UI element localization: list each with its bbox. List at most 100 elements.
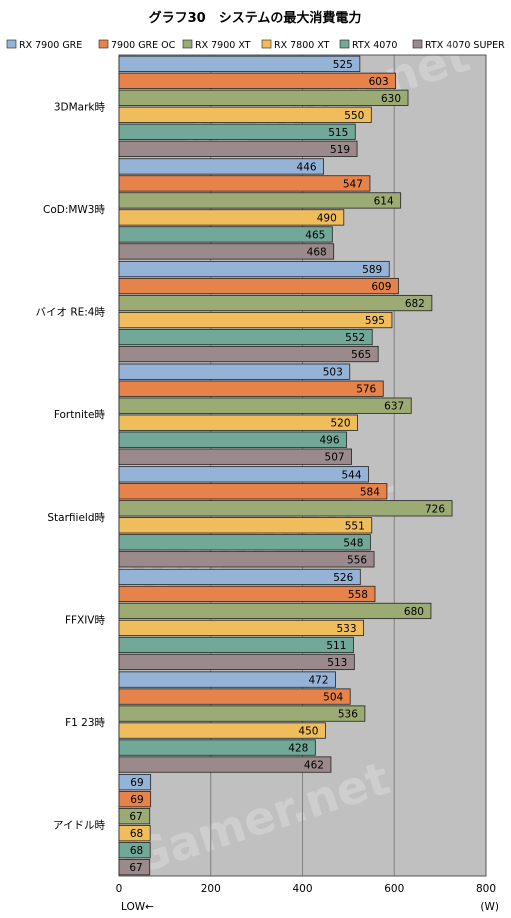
data-label: 682 [405, 298, 425, 310]
plot-area: 4Gamer.net4Gamer.net4Gamer.net0200400600… [36, 28, 500, 913]
data-label: 576 [356, 384, 376, 396]
bar [118, 311, 393, 329]
bar [118, 89, 409, 106]
direction-note: LOW← [121, 901, 154, 913]
data-label: 603 [369, 76, 389, 88]
data-label: 428 [288, 743, 308, 755]
bar [118, 140, 358, 157]
bar [118, 722, 326, 739]
data-label: 525 [333, 59, 353, 71]
data-label: 595 [365, 315, 385, 327]
bar [118, 825, 151, 842]
bar [118, 243, 335, 260]
data-label: 544 [342, 469, 362, 481]
bar [118, 483, 388, 500]
data-label: 526 [333, 572, 353, 584]
data-label: 504 [323, 692, 343, 704]
bar [118, 55, 361, 72]
legend-swatch [182, 39, 193, 49]
category-label: F1 23時 [65, 717, 105, 729]
bar [118, 808, 151, 825]
bar [118, 688, 351, 705]
category-label: 3DMark時 [54, 101, 106, 113]
bar [118, 671, 336, 688]
bar [118, 517, 373, 534]
bar [118, 585, 376, 603]
bar [118, 500, 453, 517]
data-label: 496 [319, 435, 339, 447]
data-label: 552 [345, 332, 365, 344]
bar [118, 175, 371, 192]
data-label: 490 [317, 212, 337, 224]
data-label: 726 [425, 503, 445, 515]
data-label: 520 [331, 418, 351, 430]
bar [118, 380, 384, 397]
unit-label: (W) [480, 901, 499, 913]
bar [118, 636, 354, 654]
data-label: 519 [330, 144, 350, 156]
bar [118, 345, 379, 363]
legend-label: RX 7900 GRE [19, 40, 82, 51]
data-label: 609 [371, 281, 391, 293]
data-label: 551 [345, 520, 365, 532]
data-label: 67 [129, 862, 142, 874]
data-label: 462 [304, 760, 324, 772]
data-label: 450 [298, 726, 318, 738]
bar [118, 619, 364, 637]
plot-border [118, 54, 487, 877]
bar [118, 192, 402, 209]
data-label: 503 [323, 367, 343, 379]
data-label: 515 [328, 127, 348, 139]
bar [118, 602, 432, 620]
bar [118, 209, 345, 226]
bar [118, 842, 151, 859]
data-label: 533 [336, 623, 356, 635]
bar [118, 414, 358, 431]
data-label: 637 [384, 401, 404, 413]
x-tick-label: 800 [476, 883, 496, 895]
data-label: 584 [360, 486, 380, 498]
data-label: 465 [305, 229, 325, 241]
data-label: 589 [362, 264, 382, 276]
legend-label: RTX 4070 [352, 40, 397, 51]
category-label: バイオ RE:4時 [36, 307, 106, 319]
bar [118, 72, 397, 89]
bar [118, 705, 366, 722]
bar [118, 226, 333, 243]
legend-swatch [6, 39, 17, 49]
bar [118, 551, 375, 568]
data-label: 536 [338, 709, 358, 721]
data-label: 69 [130, 777, 143, 789]
data-label: 550 [344, 110, 364, 122]
data-label: 68 [130, 828, 143, 840]
bar [118, 534, 371, 551]
legend-swatch [98, 39, 109, 49]
x-tick-label: 600 [384, 883, 404, 895]
data-label: 680 [404, 606, 424, 618]
bar [118, 653, 355, 671]
legend-label: RTX 4070 SUPER [425, 40, 505, 51]
bar [118, 106, 372, 123]
bar [118, 568, 361, 586]
bar [118, 739, 316, 756]
legend-label: RX 7900 XT [195, 40, 251, 51]
bar [118, 431, 347, 448]
category-label: FFXIV時 [65, 614, 106, 626]
category-label: Starfiield時 [47, 512, 105, 524]
bar [118, 328, 373, 346]
legend-label: 7900 GRE OC [111, 40, 176, 51]
data-label: 565 [351, 349, 371, 361]
legend: RX 7900 GRE 7900 GRE OC RX 7900 XT RX 7800 … [6, 39, 505, 51]
legend-swatch [412, 39, 423, 49]
bar [118, 277, 399, 295]
data-label: 511 [326, 640, 346, 652]
bar [118, 158, 325, 175]
data-label: 507 [325, 452, 345, 464]
data-label: 446 [297, 161, 317, 173]
bar [118, 397, 412, 414]
bar [118, 294, 433, 312]
data-label: 68 [130, 845, 143, 857]
legend-label: RX 7800 XT [274, 40, 330, 51]
data-label: 468 [307, 246, 327, 258]
